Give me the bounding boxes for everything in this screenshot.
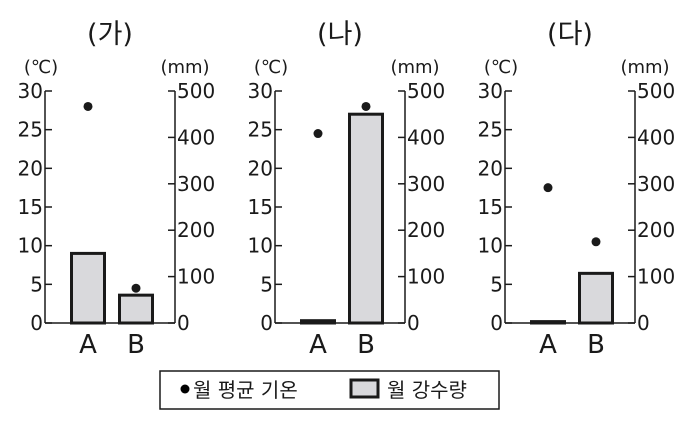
temp-point-A: [543, 183, 553, 193]
right-tick-label: 100: [407, 265, 445, 289]
left-tick-label: 25: [248, 118, 273, 142]
left-tick-label: 0: [490, 311, 503, 335]
left-tick-label: 10: [18, 234, 43, 258]
left-tick-label: 10: [478, 234, 503, 258]
right-tick-label: 300: [637, 172, 675, 196]
right-tick-label: 400: [177, 125, 215, 149]
left-tick-label: 5: [30, 272, 43, 296]
temp-point-B: [361, 101, 371, 111]
left-tick-label: 15: [18, 195, 43, 219]
panel-title: (가): [87, 19, 133, 50]
right-tick-label: 400: [407, 125, 445, 149]
left-axis-unit: (℃): [254, 57, 288, 78]
chart-panel-3: (다) (℃) (mm) 30 25 20 15 10 5 0 500 400 300 200 100 0 A B: [478, 19, 676, 360]
category-label-A: A: [539, 330, 557, 360]
right-axis-unit: (mm): [160, 57, 209, 78]
legend-precip-label: 월 강수량: [387, 378, 467, 402]
left-tick-label: 30: [18, 79, 43, 103]
category-label-B: B: [127, 330, 145, 360]
right-tick-label: 0: [407, 311, 420, 335]
temp-point-A: [313, 129, 323, 139]
left-tick-label: 30: [248, 79, 273, 103]
left-tick-label: 25: [478, 118, 503, 142]
category-label-B: B: [357, 330, 375, 360]
right-tick-label: 400: [637, 125, 675, 149]
precip-bar-A: [70, 251, 106, 325]
legend-temp-label: 월 평균 기온: [193, 378, 298, 402]
chart-panel-2: (나) (℃) (mm) 30 25 20 15 10 5 0 500 400 300 200 100 0 A B: [248, 19, 446, 360]
category-label-B: B: [587, 330, 605, 360]
right-tick-label: 100: [637, 265, 675, 289]
left-tick-label: 0: [30, 311, 43, 335]
temp-point-A: [83, 101, 93, 111]
right-tick-label: 300: [177, 172, 215, 196]
precip-bar-A: [530, 320, 566, 325]
right-tick-label: 300: [407, 172, 445, 196]
legend: 월 평균 기온 월 강수량: [159, 370, 500, 410]
left-tick-label: 20: [18, 156, 43, 180]
left-tick-label: 25: [18, 118, 43, 142]
category-label-A: A: [79, 330, 97, 360]
left-tick-label: 20: [248, 156, 273, 180]
temp-point-B: [131, 283, 141, 293]
legend-precip-marker: [349, 378, 380, 399]
right-tick-label: 0: [637, 311, 650, 335]
precip-bar-A: [300, 319, 336, 325]
panel-title: (다): [547, 19, 593, 50]
left-axis-unit: (℃): [24, 57, 58, 78]
right-axis-unit: (mm): [620, 57, 669, 78]
legend-temp-marker: [180, 384, 190, 394]
left-tick-label: 5: [490, 272, 503, 296]
left-tick-label: 30: [478, 79, 503, 103]
temp-point-B: [591, 237, 601, 247]
right-axis-unit: (mm): [390, 57, 439, 78]
right-tick-label: 200: [637, 218, 675, 242]
right-tick-label: 500: [407, 79, 445, 103]
chart-panel-1: (가) (℃) (mm) 30 25 20 15 10 5 0 500 400 300 200 100 0 A B: [18, 19, 216, 360]
left-tick-label: 10: [248, 234, 273, 258]
precip-bar-B: [578, 271, 614, 325]
precip-bar-B: [348, 112, 384, 325]
left-tick-label: 20: [478, 156, 503, 180]
right-tick-label: 0: [177, 311, 190, 335]
left-tick-label: 15: [478, 195, 503, 219]
right-tick-label: 100: [177, 265, 215, 289]
right-tick-label: 200: [407, 218, 445, 242]
left-tick-label: 5: [260, 272, 273, 296]
left-axis-unit: (℃): [484, 57, 518, 78]
precip-bar-B: [118, 293, 154, 325]
left-tick-label: 15: [248, 195, 273, 219]
left-tick-label: 0: [260, 311, 273, 335]
right-tick-label: 200: [177, 218, 215, 242]
legend-box: [159, 370, 500, 410]
right-tick-label: 500: [637, 79, 675, 103]
category-label-A: A: [309, 330, 327, 360]
right-tick-label: 500: [177, 79, 215, 103]
panel-title: (나): [317, 19, 363, 50]
